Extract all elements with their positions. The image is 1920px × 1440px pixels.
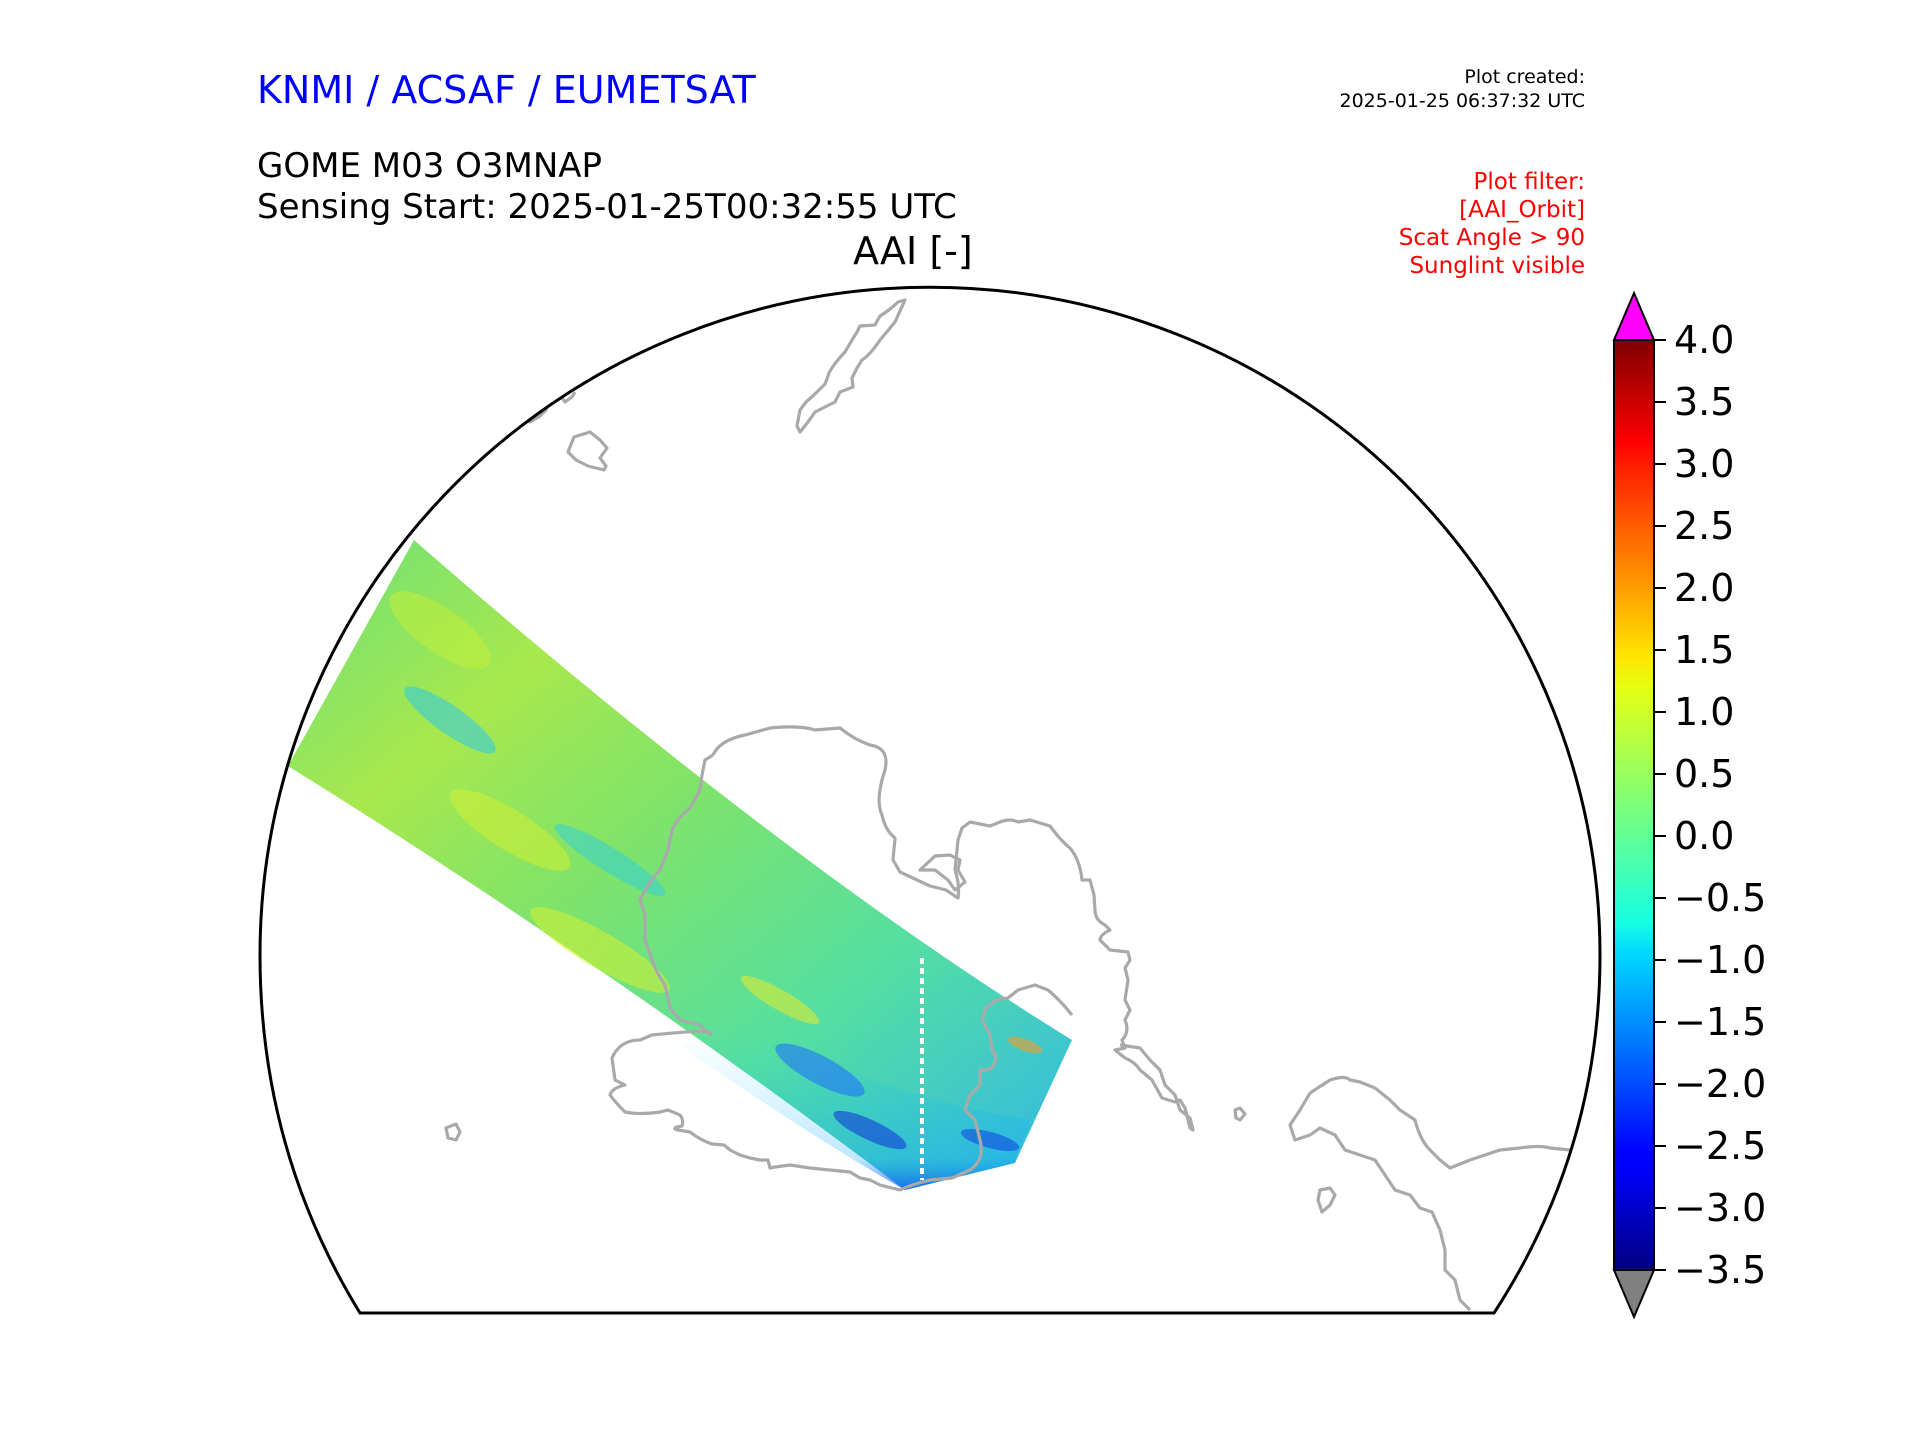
- coastline-tasmania: [566, 430, 609, 472]
- satellite-swath: [288, 540, 1072, 1190]
- map-title: AAI [-]: [853, 229, 973, 273]
- product-title: GOME M03 O3MNAP: [257, 146, 603, 186]
- coastline-falklands: [1233, 1106, 1247, 1122]
- swath-low-values-band: [680, 1031, 1030, 1190]
- colorbar-tick-label: 2.5: [1674, 504, 1734, 548]
- colorbar-tick-label: −3.0: [1674, 1186, 1766, 1230]
- colorbar-tick-label: 2.0: [1674, 566, 1734, 610]
- colorbar-tick-label: −2.5: [1674, 1124, 1766, 1168]
- plot-created-label: Plot created:: [1464, 66, 1585, 88]
- coastlines: [444, 298, 1571, 1312]
- plot-created-timestamp: 2025-01-25 06:37:32 UTC: [1339, 90, 1586, 112]
- colorbar-tick-label: 3.0: [1674, 442, 1734, 486]
- colorbar-tick-label: 1.0: [1674, 690, 1734, 734]
- colorbar-tick-label: 3.5: [1674, 380, 1734, 424]
- colorbar-tick-label: −1.5: [1674, 1000, 1766, 1044]
- colorbar-tick-label: −1.0: [1674, 938, 1766, 982]
- coastline-new-zealand: [795, 298, 907, 434]
- organization-title: KNMI / ACSAF / EUMETSAT: [257, 68, 756, 112]
- coastline-ross-ice-shelf: [918, 853, 967, 892]
- map-boundary: [258, 285, 1602, 1315]
- plot-filter-line: Sunglint visible: [1409, 253, 1585, 279]
- colorbar-gradient: [1613, 339, 1655, 1271]
- colorbar-tick-label: −2.0: [1674, 1062, 1766, 1106]
- colorbar-tick-label: −3.5: [1674, 1248, 1766, 1292]
- coastline-antarctica: [711, 725, 1195, 1132]
- plot-filter-note: Plot filter: [AAI_Orbit] Scat Angle > 90…: [1399, 168, 1585, 280]
- colorbar-tick-label: 0.5: [1674, 752, 1734, 796]
- plot-filter-label: Plot filter:: [1473, 169, 1585, 195]
- coastline-small-island: [444, 1122, 462, 1142]
- map-content: [288, 298, 1571, 1312]
- coastline-south-georgia: [1316, 1186, 1337, 1214]
- plot-filter-line: [AAI_Orbit]: [1459, 197, 1585, 223]
- colorbar-over-triangle: [1612, 290, 1656, 341]
- colorbar-tick-label: 0.0: [1674, 814, 1734, 858]
- sensing-start-label: Sensing Start: 2025-01-25T00:32:55 UTC: [257, 187, 957, 227]
- coastline-south-america: [1288, 1075, 1571, 1312]
- colorbar-tick-label: −0.5: [1674, 876, 1766, 920]
- colorbar-under-triangle: [1612, 1269, 1656, 1320]
- colorbar-tick-label: 4.0: [1674, 318, 1734, 362]
- plot-filter-line: Scat Angle > 90: [1398, 225, 1585, 251]
- plot-created-note: Plot created: 2025-01-25 06:37:32 UTC: [1340, 65, 1586, 113]
- swath-texture: [389, 591, 1043, 1151]
- colorbar-tick-label: 1.5: [1674, 628, 1734, 672]
- coastline-antarctic-peninsula: [608, 753, 1074, 1192]
